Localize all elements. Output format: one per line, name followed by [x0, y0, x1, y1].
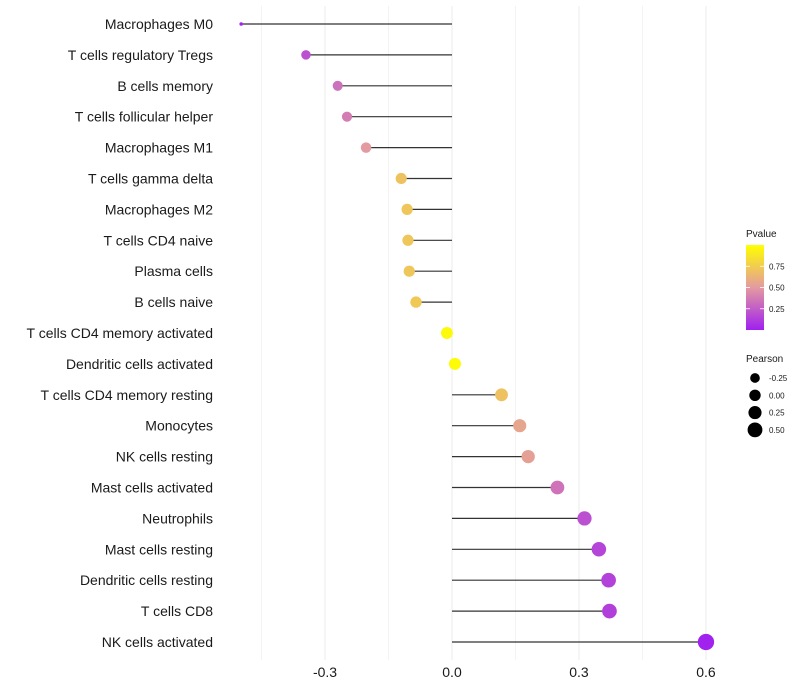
lollipop-dot	[697, 633, 715, 651]
lollipop-dot	[410, 296, 422, 308]
y-axis-label: T cells CD4 naive	[104, 232, 214, 248]
lollipop-dot	[341, 111, 353, 122]
legend-pvalue: Pvalue 0.75 0.50 0.25	[746, 229, 785, 330]
y-axis-label: Plasma cells	[134, 263, 213, 279]
size-legend-label: 0.50	[769, 426, 785, 435]
legend-pearson: Pearson -0.25 0.00 0.25 0.50	[746, 354, 788, 438]
y-axis-label: Macrophages M1	[105, 140, 213, 156]
lollipop-dot	[550, 480, 565, 495]
size-legend-dot	[748, 406, 762, 420]
y-axis-label: B cells naive	[134, 294, 213, 310]
x-axis-ticks: -0.3 0.0 0.3 0.6	[313, 664, 716, 680]
lollipop-dot	[521, 449, 535, 464]
y-axis-label: Macrophages M2	[105, 201, 213, 217]
legend-colorbar	[746, 245, 764, 330]
lollipop-dot	[513, 419, 527, 433]
y-axis-label: T cells gamma delta	[88, 171, 213, 187]
legend-pearson-title: Pearson	[746, 354, 783, 365]
size-legend-dot	[750, 373, 760, 383]
y-axis-label: NK cells activated	[102, 634, 213, 650]
lollipop-dot	[402, 234, 414, 246]
lollipop-dot	[577, 511, 592, 526]
size-legend-dot	[749, 389, 761, 401]
y-axis-label: Neutrophils	[142, 510, 213, 526]
y-axis-labels: Macrophages M0 T cells regulatory Tregs B…	[27, 16, 214, 650]
y-axis-label: Monocytes	[145, 418, 213, 434]
colorbar-tick-label: 0.75	[769, 262, 785, 271]
y-axis-label: T cells follicular helper	[75, 109, 214, 125]
y-axis-label: B cells memory	[117, 78, 213, 94]
y-axis-label: T cells regulatory Tregs	[68, 47, 213, 63]
lollipop-dot	[360, 142, 372, 153]
lollipop-dot	[591, 542, 607, 557]
lollipop-dot	[440, 327, 453, 339]
x-tick-label: 0.0	[442, 664, 462, 680]
legend-pvalue-title: Pvalue	[746, 229, 777, 240]
lollipop-dot	[401, 203, 413, 216]
y-axis-label: Dendritic cells activated	[66, 356, 213, 372]
lollipop-dot	[395, 172, 407, 185]
lollipop-dot	[495, 388, 508, 402]
lollipop-dots	[239, 22, 715, 651]
lollipop-dot	[448, 357, 461, 370]
lollipop-dot	[301, 50, 311, 60]
grid-lines	[261, 6, 707, 660]
y-axis-label: T cells CD4 memory activated	[27, 325, 213, 341]
y-axis-label: T cells CD8	[141, 603, 213, 619]
y-axis-label: Mast cells activated	[91, 480, 213, 496]
size-legend-label: 0.25	[769, 409, 785, 418]
lollipop-dot	[403, 265, 415, 277]
size-legend-label: -0.25	[769, 374, 788, 383]
y-axis-label: T cells CD4 memory resting	[41, 387, 213, 403]
x-tick-label: 0.6	[696, 664, 716, 680]
y-axis-label: Dendritic cells resting	[80, 572, 213, 588]
lollipop-stems	[241, 23, 706, 643]
lollipop-dot	[601, 572, 616, 588]
size-legend-label: 0.00	[769, 391, 785, 400]
y-axis-label: Macrophages M0	[105, 16, 213, 32]
lollipop-dot	[239, 22, 243, 26]
y-axis-label: NK cells resting	[116, 449, 213, 465]
lollipop-dot	[332, 80, 343, 91]
colorbar-tick-label: 0.25	[769, 305, 785, 314]
lollipop-dot	[602, 603, 617, 619]
colorbar-tick-label: 0.50	[769, 284, 785, 293]
size-legend-dot	[747, 422, 763, 438]
y-axis-label: Mast cells resting	[105, 541, 213, 557]
x-tick-label: 0.3	[569, 664, 589, 680]
x-tick-label: -0.3	[313, 664, 337, 680]
